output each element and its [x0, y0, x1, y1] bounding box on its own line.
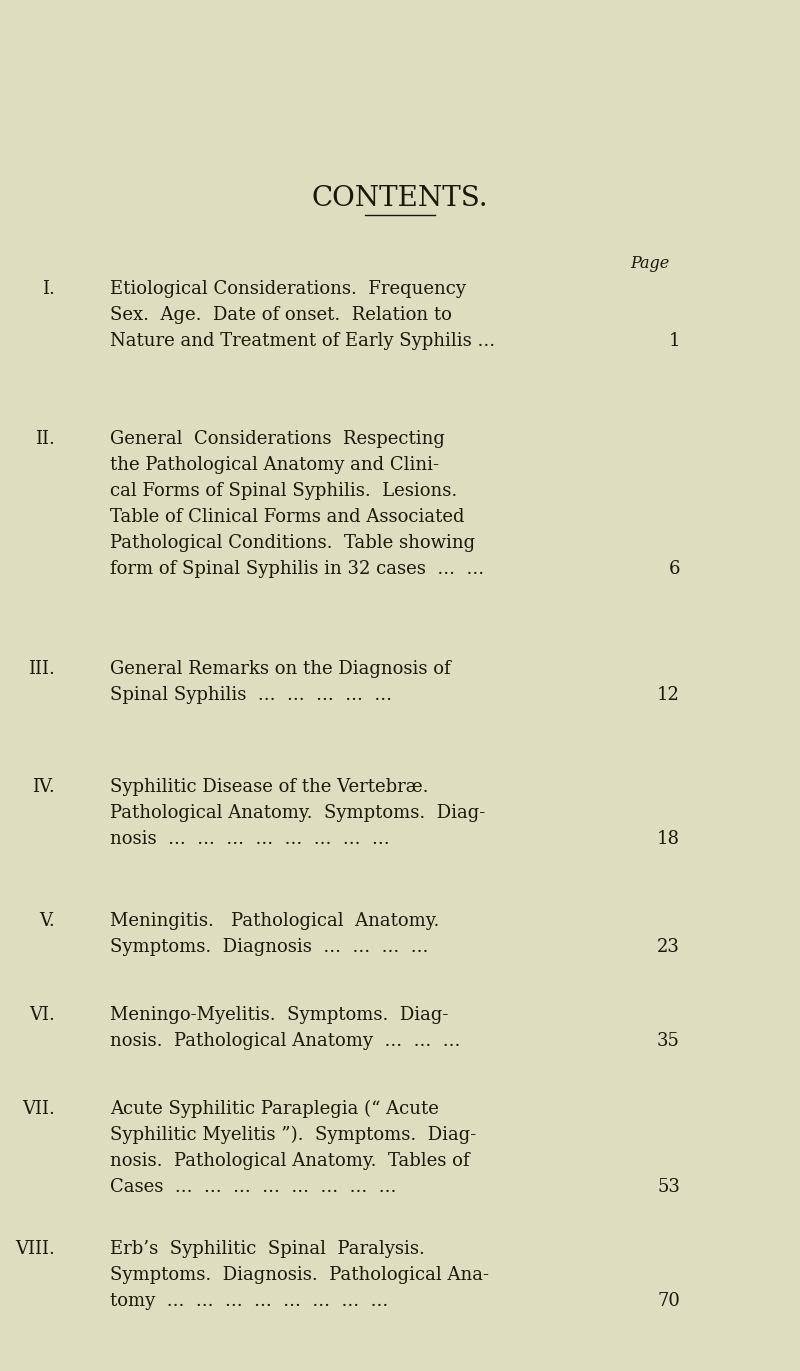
- Text: nosis.  Pathological Anatomy  ...  ...  ...: nosis. Pathological Anatomy ... ... ...: [110, 1032, 460, 1050]
- Text: Acute Syphilitic Paraplegia (“ Acute: Acute Syphilitic Paraplegia (“ Acute: [110, 1100, 439, 1119]
- Text: V.: V.: [39, 912, 55, 930]
- Text: 70: 70: [657, 1291, 680, 1311]
- Text: Etiological Considerations.  Frequency: Etiological Considerations. Frequency: [110, 280, 466, 298]
- Text: Page: Page: [630, 255, 670, 271]
- Text: cal Forms of Spinal Syphilis.  Lesions.: cal Forms of Spinal Syphilis. Lesions.: [110, 483, 458, 500]
- Text: II.: II.: [35, 430, 55, 448]
- Text: Sex.  Age.  Date of onset.  Relation to: Sex. Age. Date of onset. Relation to: [110, 306, 452, 324]
- Text: 23: 23: [657, 938, 680, 956]
- Text: tomy  ...  ...  ...  ...  ...  ...  ...  ...: tomy ... ... ... ... ... ... ... ...: [110, 1291, 388, 1311]
- Text: 53: 53: [657, 1178, 680, 1196]
- Text: General Remarks on the Diagnosis of: General Remarks on the Diagnosis of: [110, 659, 450, 679]
- Text: Spinal Syphilis  ...  ...  ...  ...  ...: Spinal Syphilis ... ... ... ... ...: [110, 686, 392, 703]
- Text: Cases  ...  ...  ...  ...  ...  ...  ...  ...: Cases ... ... ... ... ... ... ... ...: [110, 1178, 396, 1196]
- Text: IV.: IV.: [32, 777, 55, 797]
- Text: VIII.: VIII.: [15, 1239, 55, 1259]
- Text: VII.: VII.: [22, 1100, 55, 1117]
- Text: the Pathological Anatomy and Clini-: the Pathological Anatomy and Clini-: [110, 457, 439, 474]
- Text: III.: III.: [28, 659, 55, 679]
- Text: Symptoms.  Diagnosis  ...  ...  ...  ...: Symptoms. Diagnosis ... ... ... ...: [110, 938, 428, 956]
- Text: 1: 1: [669, 332, 680, 350]
- Text: I.: I.: [42, 280, 55, 298]
- Text: Nature and Treatment of Early Syphilis ...: Nature and Treatment of Early Syphilis .…: [110, 332, 495, 350]
- Text: Pathological Anatomy.  Symptoms.  Diag-: Pathological Anatomy. Symptoms. Diag-: [110, 803, 486, 823]
- Text: 35: 35: [657, 1032, 680, 1050]
- Text: Pathological Conditions.  Table showing: Pathological Conditions. Table showing: [110, 533, 475, 553]
- Text: nosis  ...  ...  ...  ...  ...  ...  ...  ...: nosis ... ... ... ... ... ... ... ...: [110, 829, 390, 849]
- Text: 18: 18: [657, 829, 680, 849]
- Text: Meningo-Myelitis.  Symptoms.  Diag-: Meningo-Myelitis. Symptoms. Diag-: [110, 1006, 448, 1024]
- Text: form of Spinal Syphilis in 32 cases  ...  ...: form of Spinal Syphilis in 32 cases ... …: [110, 559, 484, 579]
- Text: 12: 12: [657, 686, 680, 703]
- Text: Erb’s  Syphilitic  Spinal  Paralysis.: Erb’s Syphilitic Spinal Paralysis.: [110, 1239, 425, 1259]
- Text: nosis.  Pathological Anatomy.  Tables of: nosis. Pathological Anatomy. Tables of: [110, 1152, 470, 1169]
- Text: General  Considerations  Respecting: General Considerations Respecting: [110, 430, 445, 448]
- Text: Table of Clinical Forms and Associated: Table of Clinical Forms and Associated: [110, 509, 465, 526]
- Text: Symptoms.  Diagnosis.  Pathological Ana-: Symptoms. Diagnosis. Pathological Ana-: [110, 1265, 489, 1285]
- Text: Meningitis.   Pathological  Anatomy.: Meningitis. Pathological Anatomy.: [110, 912, 439, 930]
- Text: CONTENTS.: CONTENTS.: [312, 185, 488, 213]
- Text: VI.: VI.: [29, 1006, 55, 1024]
- Text: 6: 6: [669, 559, 680, 579]
- Text: Syphilitic Myelitis ”).  Symptoms.  Diag-: Syphilitic Myelitis ”). Symptoms. Diag-: [110, 1126, 476, 1145]
- Text: Syphilitic Disease of the Vertebræ.: Syphilitic Disease of the Vertebræ.: [110, 777, 429, 797]
